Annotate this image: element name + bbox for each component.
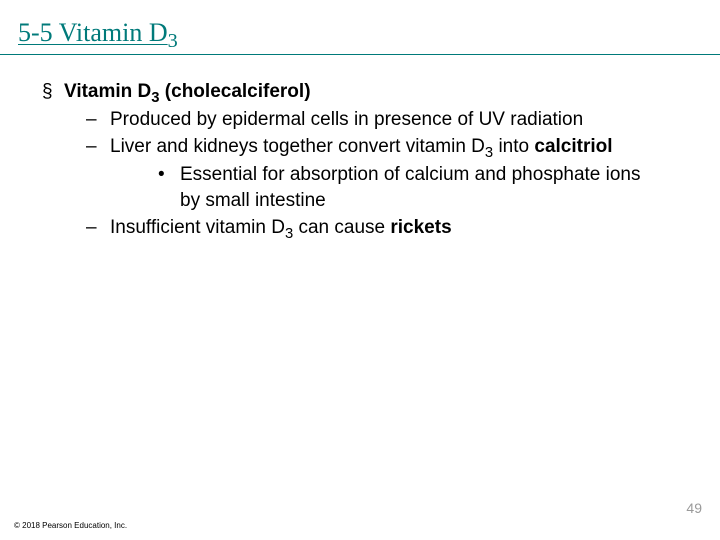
sub3-bold: rickets (390, 217, 451, 238)
sub-sub-1-text: Essential for absorption of calcium and … (180, 164, 641, 211)
sub-bullet-1-text: Produced by epidermal cells in presence … (110, 109, 583, 130)
copyright-text: © 2018 Pearson Education, Inc. (14, 521, 127, 530)
sub2-bold: calcitriol (534, 136, 612, 157)
sub3-text-a: Insufficient vitamin D (110, 217, 285, 238)
sub2-text-b: into (493, 136, 534, 157)
sub-bullet-1: Produced by epidermal cells in presence … (86, 107, 658, 133)
slide-title: 5-5 Vitamin D3 (0, 0, 720, 55)
sub2-subscript: 3 (485, 145, 493, 161)
heading-prefix: Vitamin D (64, 81, 151, 102)
sub-bullet-2: Liver and kidneys together convert vitam… (86, 134, 658, 213)
page-number: 49 (686, 500, 702, 516)
main-heading: Vitamin D3 (cholecalciferol) (64, 81, 311, 102)
sub3-subscript: 3 (285, 226, 293, 242)
sub3-text-b: can cause (293, 217, 390, 238)
bullet-level1: Vitamin D3 (cholecalciferol) Produced by… (42, 79, 658, 241)
sub-bullet-3: Insufficient vitamin D3 can cause ricket… (86, 215, 658, 241)
heading-suffix: (cholecalciferol) (160, 81, 311, 102)
title-subscript: 3 (168, 30, 178, 52)
sub2-text-a: Liver and kidneys together convert vitam… (110, 136, 485, 157)
content-body: Vitamin D3 (cholecalciferol) Produced by… (0, 55, 720, 241)
sub-sub-bullet-1: Essential for absorption of calcium and … (158, 162, 658, 213)
title-text: 5-5 Vitamin D (18, 18, 168, 47)
heading-subscript: 3 (151, 90, 159, 106)
